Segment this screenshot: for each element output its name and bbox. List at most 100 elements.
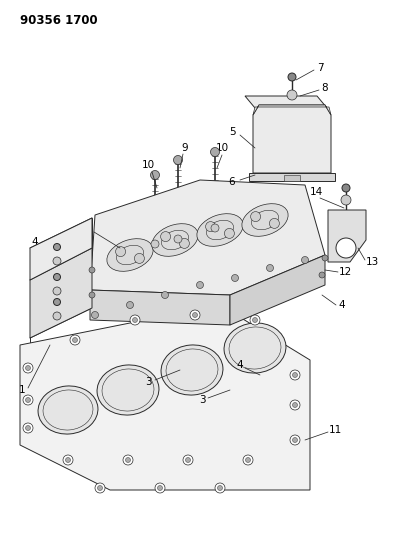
Text: 2: 2 <box>85 223 91 233</box>
Circle shape <box>53 257 61 265</box>
Polygon shape <box>90 180 325 295</box>
Circle shape <box>215 483 225 493</box>
Circle shape <box>287 90 297 100</box>
Circle shape <box>95 483 105 493</box>
Polygon shape <box>90 290 230 325</box>
Text: 4: 4 <box>32 237 38 247</box>
Circle shape <box>92 311 98 319</box>
Circle shape <box>158 486 162 490</box>
Circle shape <box>123 455 133 465</box>
Text: 1: 1 <box>19 385 25 395</box>
Circle shape <box>185 457 191 463</box>
Circle shape <box>133 318 137 322</box>
Ellipse shape <box>97 365 159 415</box>
Circle shape <box>193 312 197 318</box>
Text: 8: 8 <box>322 83 328 93</box>
Circle shape <box>293 438 297 442</box>
Polygon shape <box>249 173 335 181</box>
Circle shape <box>246 457 250 463</box>
Ellipse shape <box>224 323 286 373</box>
Circle shape <box>25 425 31 431</box>
Circle shape <box>288 73 296 81</box>
Polygon shape <box>230 255 325 325</box>
Circle shape <box>25 366 31 370</box>
Circle shape <box>293 373 297 377</box>
Text: 12: 12 <box>338 267 351 277</box>
Circle shape <box>342 184 350 192</box>
Circle shape <box>319 272 325 278</box>
Circle shape <box>155 483 165 493</box>
Polygon shape <box>30 218 92 280</box>
Polygon shape <box>284 175 300 181</box>
Circle shape <box>267 264 273 271</box>
Circle shape <box>23 423 33 433</box>
Circle shape <box>53 298 60 305</box>
Circle shape <box>183 455 193 465</box>
Circle shape <box>130 315 140 325</box>
Text: 6: 6 <box>229 177 235 187</box>
Text: 14: 14 <box>309 187 323 197</box>
Circle shape <box>63 455 73 465</box>
Polygon shape <box>253 105 331 173</box>
Circle shape <box>53 287 61 295</box>
Circle shape <box>336 238 356 258</box>
Polygon shape <box>255 108 327 180</box>
Circle shape <box>322 255 328 261</box>
Circle shape <box>135 253 144 263</box>
Polygon shape <box>30 248 92 338</box>
Circle shape <box>290 435 300 445</box>
Ellipse shape <box>38 386 98 434</box>
Ellipse shape <box>152 224 198 256</box>
Circle shape <box>302 256 308 263</box>
Circle shape <box>127 302 133 309</box>
Text: 3: 3 <box>199 395 205 405</box>
Circle shape <box>151 240 159 248</box>
Circle shape <box>23 363 33 373</box>
Text: 4: 4 <box>237 360 243 370</box>
Circle shape <box>72 337 78 343</box>
Ellipse shape <box>161 345 223 395</box>
Circle shape <box>251 212 261 222</box>
Circle shape <box>174 156 183 165</box>
Text: 5: 5 <box>229 127 235 137</box>
Circle shape <box>53 244 60 251</box>
Circle shape <box>150 171 160 180</box>
Circle shape <box>252 318 258 322</box>
Circle shape <box>217 486 222 490</box>
Circle shape <box>25 398 31 402</box>
Text: 9: 9 <box>182 143 188 153</box>
Circle shape <box>174 235 182 243</box>
Circle shape <box>206 222 216 232</box>
Circle shape <box>250 315 260 325</box>
Circle shape <box>125 457 131 463</box>
Circle shape <box>190 310 200 320</box>
Polygon shape <box>328 210 366 262</box>
Circle shape <box>98 486 103 490</box>
Text: 11: 11 <box>328 425 341 435</box>
Ellipse shape <box>242 204 288 236</box>
Circle shape <box>115 247 126 256</box>
Circle shape <box>293 402 297 408</box>
Text: 90356 1700: 90356 1700 <box>20 14 98 27</box>
Circle shape <box>66 457 70 463</box>
Polygon shape <box>20 305 310 490</box>
Circle shape <box>211 148 220 157</box>
Ellipse shape <box>107 239 153 271</box>
Circle shape <box>211 224 219 232</box>
Text: 10: 10 <box>215 143 228 153</box>
Text: 7: 7 <box>317 63 323 73</box>
Circle shape <box>162 292 168 298</box>
Circle shape <box>179 238 189 248</box>
Text: 13: 13 <box>365 257 378 267</box>
Circle shape <box>89 292 95 298</box>
Text: 4: 4 <box>339 300 345 310</box>
Circle shape <box>269 219 279 229</box>
Ellipse shape <box>197 214 243 246</box>
Circle shape <box>53 273 60 280</box>
Circle shape <box>70 335 80 345</box>
Circle shape <box>197 281 203 288</box>
Text: 10: 10 <box>141 160 154 170</box>
Circle shape <box>290 400 300 410</box>
Circle shape <box>161 232 171 241</box>
Circle shape <box>290 370 300 380</box>
